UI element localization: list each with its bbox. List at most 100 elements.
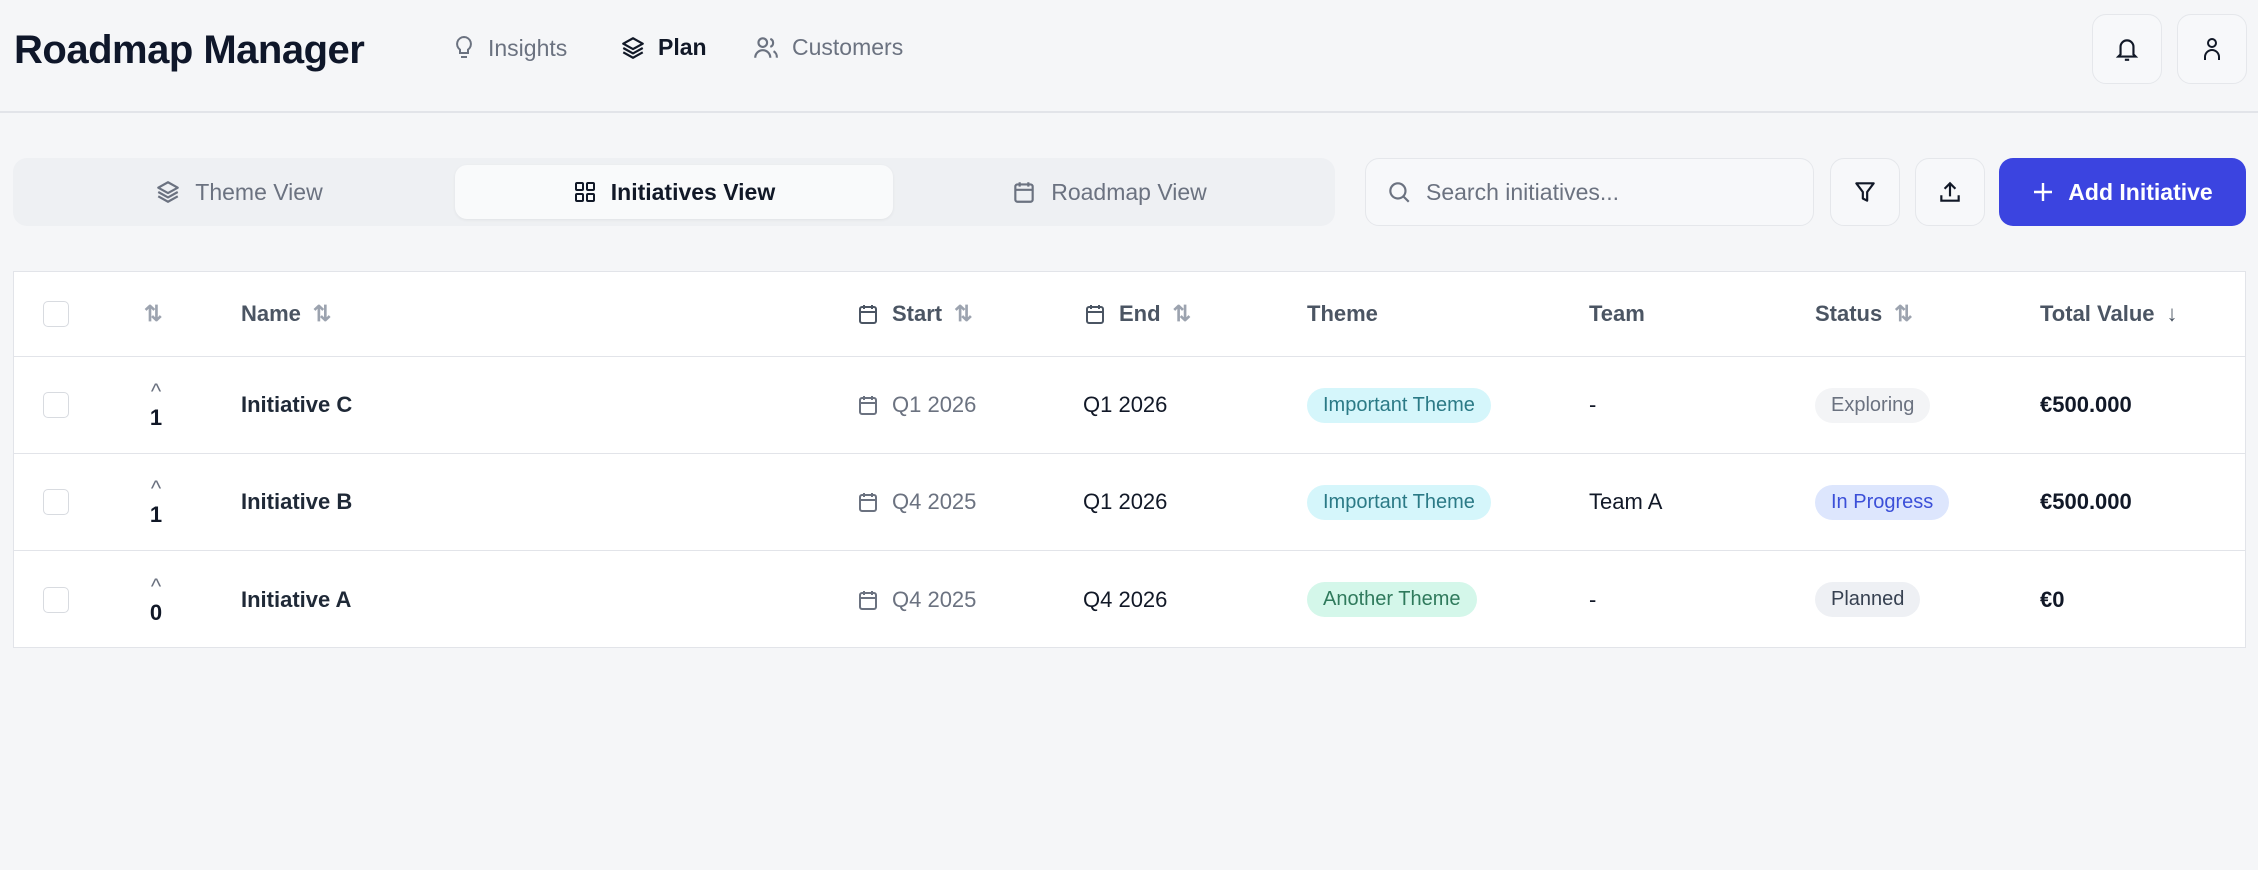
end-date: Q1 2026: [1083, 489, 1168, 514]
chevron-up-icon[interactable]: ^: [150, 476, 162, 501]
calendar-icon: [1011, 179, 1037, 205]
total-value: €500.000: [2040, 392, 2132, 417]
theme-badge: Important Theme: [1307, 387, 1491, 423]
column-label: Status: [1815, 301, 1883, 326]
search-input[interactable]: [1426, 178, 1806, 206]
add-initiative-label: Add Initiative: [2068, 178, 2213, 205]
view-switcher: Theme View Initiatives View Roadmap View: [13, 158, 1335, 226]
user-icon: [2200, 36, 2224, 62]
row-checkbox[interactable]: [43, 586, 69, 613]
start-date[interactable]: Q4 2025: [892, 586, 977, 612]
nav-plan-label: Plan: [658, 34, 707, 60]
column-status[interactable]: Status ⇅: [1815, 301, 2040, 327]
column-label: Team: [1589, 301, 1645, 326]
tab-initiatives-view[interactable]: Initiatives View: [455, 165, 893, 219]
sort-icon: ⇅: [954, 301, 973, 326]
column-team: Team: [1589, 301, 1815, 327]
start-date[interactable]: Q4 2025: [892, 489, 977, 514]
vote-count: 0: [149, 599, 163, 625]
team-value: -: [1589, 586, 1597, 612]
chevron-up-icon[interactable]: ^: [150, 379, 162, 404]
add-initiative-button[interactable]: Add Initiative: [1999, 158, 2246, 226]
column-end[interactable]: End ⇅: [1083, 301, 1307, 327]
initiative-name[interactable]: Initiative A: [241, 586, 352, 612]
layers-icon: [620, 35, 646, 61]
vote-count: 1: [149, 502, 163, 527]
sort-icon: ⇅: [144, 301, 163, 326]
column-label: Theme: [1307, 301, 1378, 326]
table-row[interactable]: ^ 1 Initiative B Q4 2025 Q1 2026 Importan…: [14, 454, 2245, 551]
table-header: ⇅ Name ⇅ Start ⇅ End ⇅ Theme Team Status ⇅ T…: [14, 272, 2245, 357]
calendar-icon: [856, 490, 880, 514]
nav-insights-label: Insights: [488, 34, 568, 61]
calendar-icon: [856, 588, 880, 612]
sort-votes-button[interactable]: ⇅: [114, 301, 241, 327]
team-value: Team A: [1589, 489, 1663, 514]
row-checkbox[interactable]: [43, 392, 69, 418]
calendar-icon: [1083, 302, 1107, 326]
upload-icon: [1937, 179, 1963, 205]
column-start[interactable]: Start ⇅: [856, 301, 1083, 327]
initiative-name[interactable]: Initiative B: [241, 489, 353, 514]
notifications-button[interactable]: [2092, 14, 2162, 84]
layers-icon: [155, 179, 181, 205]
team-value: -: [1589, 392, 1597, 417]
chevron-up-icon[interactable]: ^: [150, 573, 162, 599]
lightbulb-icon: [452, 34, 476, 62]
table-row[interactable]: ^ 0 Initiative A Q4 2025 Q4 2026 Another …: [14, 551, 2245, 648]
sort-icon: ⇅: [1894, 301, 1913, 326]
tab-label: Initiatives View: [610, 178, 776, 205]
users-icon: [752, 35, 780, 61]
calendar-icon: [856, 302, 880, 326]
upvote-control[interactable]: ^ 0: [131, 574, 181, 626]
top-header: Roadmap Manager Insights Plan Customers: [0, 0, 2258, 113]
initiative-name[interactable]: Initiative C: [241, 392, 353, 417]
grid-icon: [573, 180, 597, 204]
export-button[interactable]: [1915, 158, 1985, 226]
total-value: €0: [2040, 586, 2065, 612]
column-theme: Theme: [1307, 301, 1589, 327]
column-label: End: [1119, 301, 1161, 326]
search-icon: [1386, 179, 1412, 205]
status-badge: Planned: [1815, 582, 1921, 617]
profile-button[interactable]: [2177, 14, 2247, 84]
row-checkbox[interactable]: [43, 489, 69, 515]
tab-theme-view[interactable]: Theme View: [20, 165, 458, 219]
start-date[interactable]: Q1 2026: [892, 392, 977, 417]
column-total-value[interactable]: Total Value ↓: [2040, 301, 2247, 327]
tab-roadmap-view[interactable]: Roadmap View: [890, 165, 1328, 219]
sort-icon: ⇅: [312, 301, 332, 326]
nav-customers[interactable]: Customers: [752, 34, 903, 61]
plus-icon: [2032, 181, 2054, 203]
column-label: Total Value: [2040, 301, 2155, 326]
calendar-icon: [856, 393, 880, 417]
filter-button[interactable]: [1830, 158, 1900, 226]
theme-badge: Important Theme: [1307, 484, 1491, 520]
end-date: Q1 2026: [1083, 392, 1168, 417]
table-row[interactable]: ^ 1 Initiative C Q1 2026 Q1 2026 Importan…: [14, 357, 2245, 454]
nav-insights[interactable]: Insights: [452, 34, 567, 62]
sort-icon: ⇅: [1172, 301, 1191, 326]
total-value: €500.000: [2040, 489, 2132, 514]
app-title: Roadmap Manager: [14, 28, 365, 72]
end-date: Q4 2026: [1083, 586, 1168, 612]
nav-plan[interactable]: Plan: [620, 34, 707, 61]
vote-count: 1: [149, 405, 163, 430]
status-badge: Exploring: [1815, 387, 1931, 423]
theme-badge: Another Theme: [1307, 582, 1477, 617]
tab-label: Roadmap View: [1051, 178, 1207, 205]
select-all-checkbox[interactable]: [43, 301, 69, 327]
bell-icon: [2114, 35, 2140, 63]
column-name[interactable]: Name ⇅: [241, 301, 856, 327]
initiatives-table: ⇅ Name ⇅ Start ⇅ End ⇅ Theme Team Status ⇅ T…: [13, 271, 2246, 648]
column-label: Start: [892, 301, 943, 326]
filter-icon: [1852, 179, 1878, 205]
tab-label: Theme View: [195, 178, 323, 205]
upvote-control[interactable]: ^ 1: [131, 379, 181, 431]
status-badge: In Progress: [1815, 484, 1950, 520]
column-label: Name: [241, 301, 301, 326]
upvote-control[interactable]: ^ 1: [131, 476, 181, 528]
search-box[interactable]: [1365, 158, 1814, 226]
sort-desc-icon: ↓: [2166, 301, 2178, 326]
nav-customers-label: Customers: [792, 34, 904, 60]
